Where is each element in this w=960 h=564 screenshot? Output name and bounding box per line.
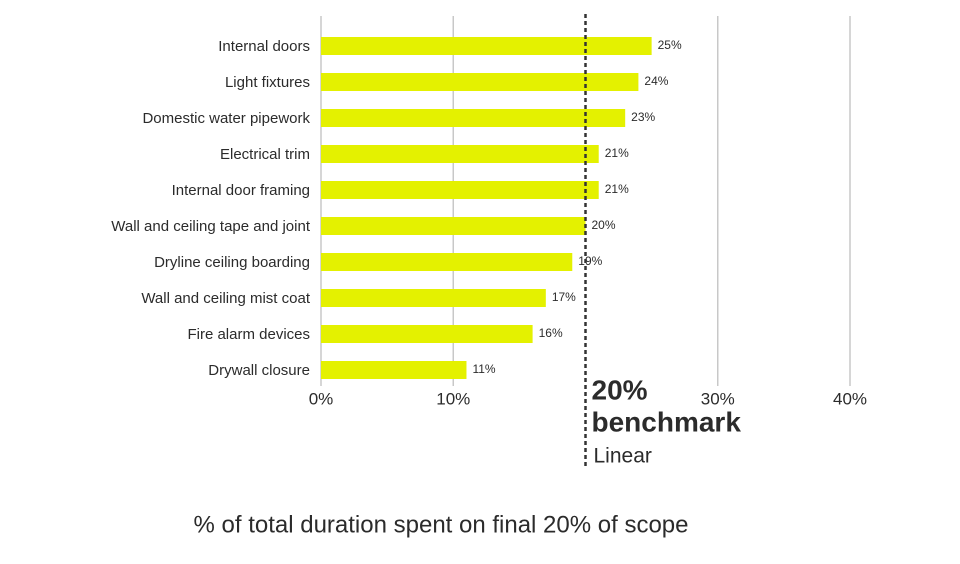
bar (321, 361, 467, 379)
y-tick-label: Fire alarm devices (187, 326, 310, 343)
y-tick-label: Internal door framing (172, 182, 310, 199)
value-label: 19% (578, 254, 602, 268)
value-label: 23% (631, 110, 655, 124)
value-label: 11% (472, 362, 495, 376)
benchmark-label: 20% (592, 374, 648, 405)
bar (321, 289, 546, 307)
value-label: 24% (644, 74, 668, 88)
y-tick-label: Dryline ceiling boarding (154, 254, 310, 271)
value-label: 21% (605, 146, 629, 160)
bar (321, 109, 626, 127)
value-label: 17% (552, 290, 576, 304)
value-label: 16% (539, 326, 563, 340)
x-tick-label: 30% (701, 389, 735, 408)
bar (321, 73, 639, 91)
y-tick-label: Wall and ceiling mist coat (141, 290, 311, 307)
bar (321, 181, 599, 199)
bar (321, 37, 652, 55)
x-tick-label: 10% (436, 389, 470, 408)
x-tick-label: 40% (833, 389, 867, 408)
benchmark-note: Linear (594, 445, 652, 468)
y-tick-label: Light fixtures (225, 74, 310, 91)
y-tick-label: Internal doors (218, 38, 310, 55)
y-tick-label: Domestic water pipework (142, 110, 310, 127)
x-tick-label: 0% (309, 389, 334, 408)
bar (321, 145, 599, 163)
benchmark-name: benchmark (592, 406, 742, 437)
bar (321, 253, 573, 271)
value-label: 20% (592, 218, 616, 232)
bar (321, 217, 586, 235)
y-tick-label: Electrical trim (220, 146, 310, 163)
y-tick-label: Drywall closure (208, 362, 310, 379)
y-tick-label: Wall and ceiling tape and joint (111, 218, 311, 235)
bar (321, 325, 533, 343)
value-label: 25% (658, 38, 682, 52)
x-axis-label: % of total duration spent on final 20% o… (194, 511, 689, 538)
value-label: 21% (605, 182, 629, 196)
